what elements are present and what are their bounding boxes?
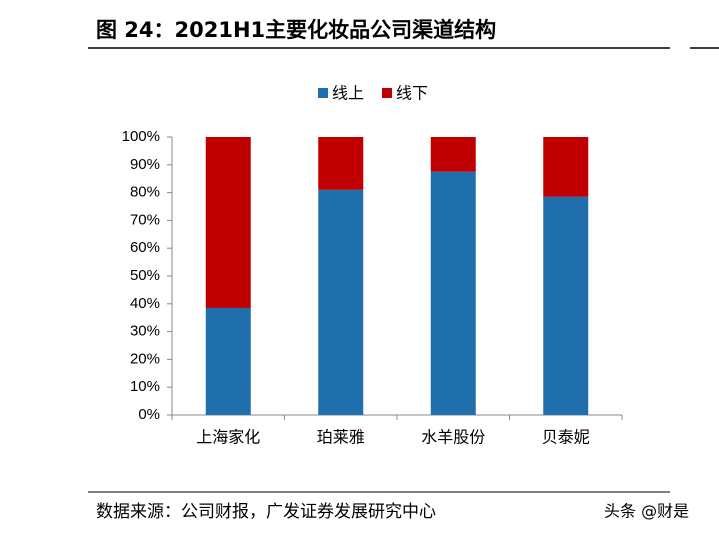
bar-segment <box>318 189 364 415</box>
y-tick-label: 10% <box>130 378 160 395</box>
y-tick-label: 60% <box>130 239 160 256</box>
legend-label: 线上 <box>332 84 364 103</box>
y-tick-label: 30% <box>130 323 160 340</box>
bar-segment <box>318 137 364 190</box>
y-tick-label: 100% <box>122 128 160 145</box>
x-tick-label: 水羊股份 <box>421 428 485 447</box>
watermark: 头条 @财是 <box>604 502 689 521</box>
bar-segment <box>543 196 589 415</box>
y-tick-label: 40% <box>130 295 160 312</box>
bar-segment <box>543 137 589 197</box>
y-tick-label: 0% <box>138 406 160 423</box>
bar-segment <box>430 137 476 172</box>
y-tick-label: 50% <box>130 267 160 284</box>
source: 数据来源：公司财报，广发证券发展研究中心 <box>96 502 436 522</box>
legend-label: 线下 <box>396 84 428 103</box>
legend-swatch <box>318 88 328 98</box>
figure-title: 图 24：2021H1主要化妆品公司渠道结构 <box>96 18 496 42</box>
y-tick-label: 20% <box>130 350 160 367</box>
x-tick-label: 上海家化 <box>196 428 260 447</box>
legend-swatch <box>382 88 392 98</box>
y-tick-label: 90% <box>130 156 160 173</box>
bar-segment <box>430 171 476 415</box>
y-tick-label: 80% <box>130 184 160 201</box>
x-tick-label: 珀莱雅 <box>317 428 365 447</box>
bar-segment <box>205 137 251 308</box>
y-tick-label: 70% <box>130 211 160 228</box>
bar-segment <box>205 307 251 415</box>
x-tick-label: 贝泰妮 <box>542 428 590 447</box>
